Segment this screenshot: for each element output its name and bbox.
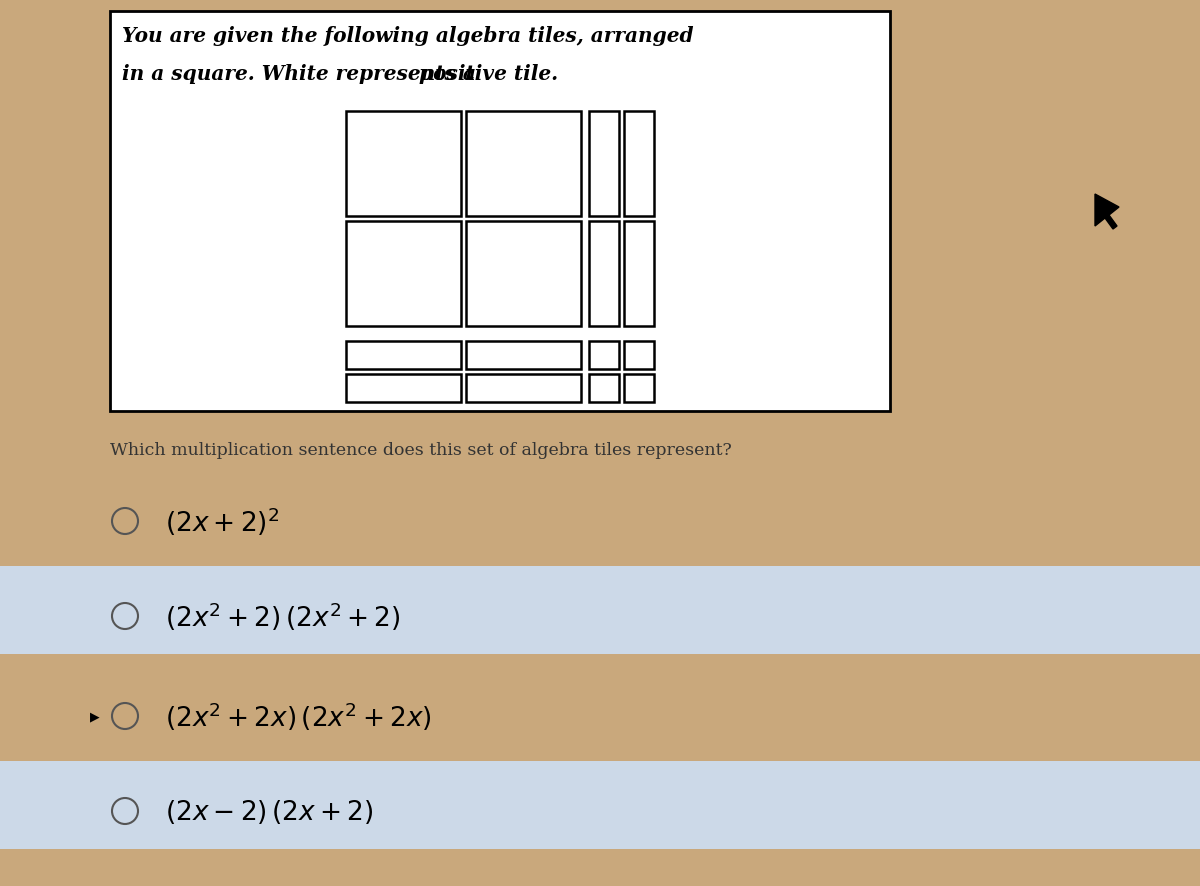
Text: You are given the following algebra tiles, arranged: You are given the following algebra tile…	[122, 26, 694, 46]
Text: $(2x - 2)\,(2x + 2)$: $(2x - 2)\,(2x + 2)$	[166, 797, 373, 825]
Bar	[0, 566, 1200, 654]
Bar	[624, 222, 654, 327]
Text: in a square. White represents a: in a square. White represents a	[122, 64, 482, 84]
Bar	[346, 342, 461, 369]
Text: Which multiplication sentence does this set of algebra tiles represent?: Which multiplication sentence does this …	[110, 441, 732, 458]
Bar	[624, 375, 654, 402]
Bar	[466, 222, 581, 327]
Bar	[589, 342, 619, 369]
Bar	[466, 342, 581, 369]
Bar	[466, 375, 581, 402]
Bar	[589, 112, 619, 217]
Text: ▶: ▶	[90, 710, 100, 723]
Bar	[346, 222, 461, 327]
Bar	[466, 112, 581, 217]
Bar	[346, 375, 461, 402]
Text: $(2x^2 + 2)\,(2x^2 + 2)$: $(2x^2 + 2)\,(2x^2 + 2)$	[166, 600, 401, 633]
Bar	[589, 375, 619, 402]
Text: positive tile.: positive tile.	[419, 64, 558, 84]
Text: $(2x + 2)^2$: $(2x + 2)^2$	[166, 505, 280, 538]
Text: $(2x^2 + 2x)\,(2x^2 + 2x)$: $(2x^2 + 2x)\,(2x^2 + 2x)$	[166, 700, 432, 733]
Polygon shape	[1096, 195, 1120, 229]
Bar	[0, 761, 1200, 849]
Bar	[624, 112, 654, 217]
Bar	[589, 222, 619, 327]
Bar	[624, 342, 654, 369]
Bar	[346, 112, 461, 217]
Bar	[110, 12, 890, 411]
